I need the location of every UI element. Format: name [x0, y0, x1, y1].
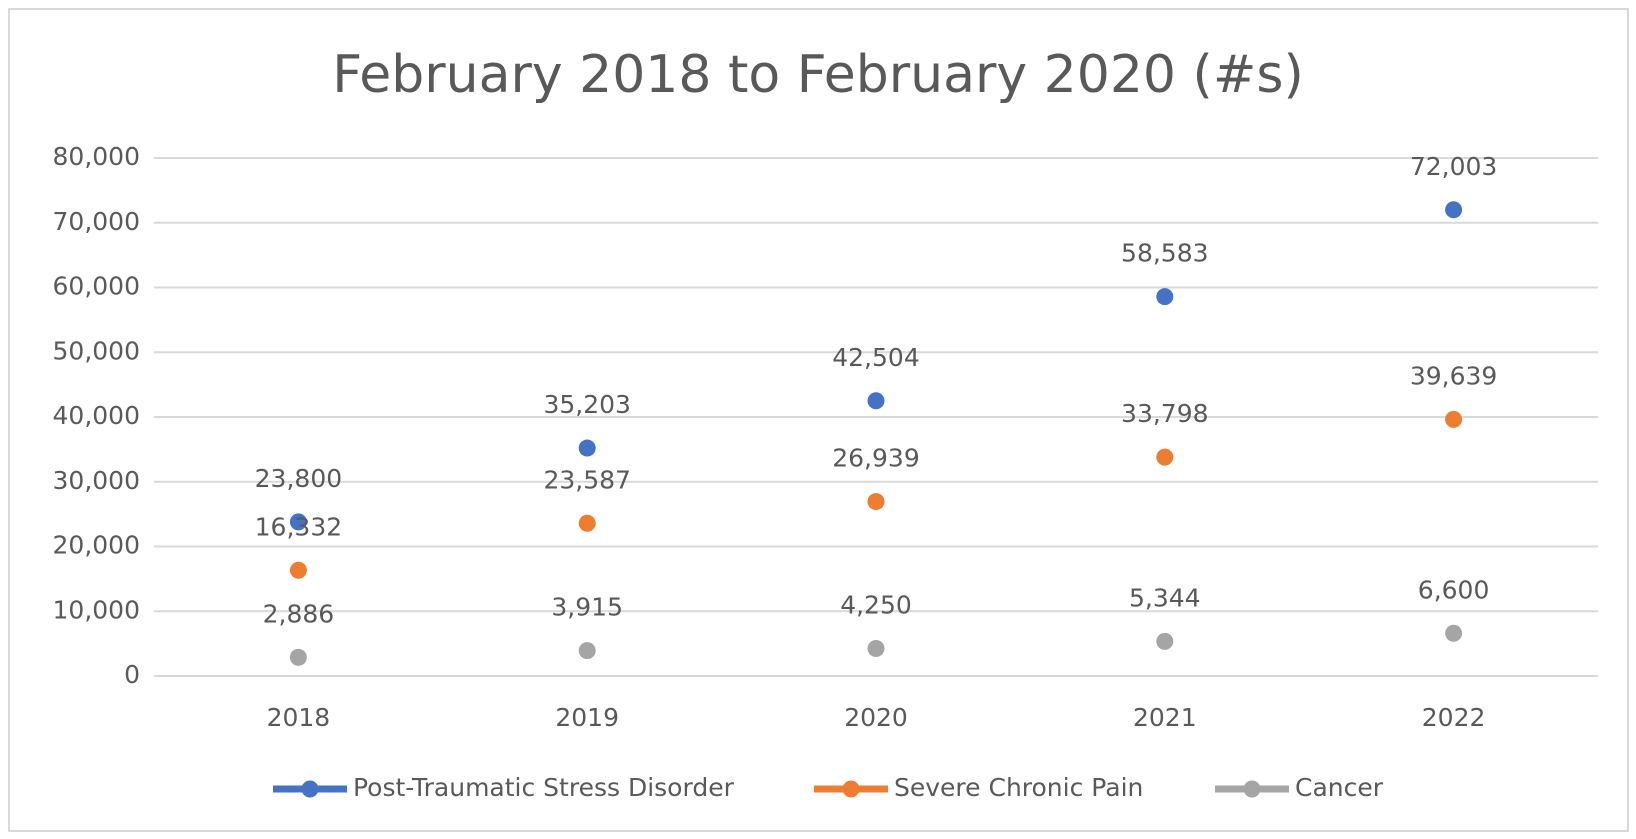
legend-marker — [1243, 780, 1261, 798]
y-tick-label: 80,000 — [53, 142, 140, 171]
data-label: 5,344 — [1129, 583, 1201, 612]
data-label: 26,939 — [832, 444, 919, 473]
data-label: 72,003 — [1410, 152, 1497, 181]
chart-title: February 2018 to February 2020 (#s) — [332, 45, 1304, 105]
point-marker — [1156, 288, 1174, 306]
y-tick-label: 20,000 — [53, 531, 140, 560]
data-label: 6,600 — [1418, 575, 1490, 604]
data-label: 2,886 — [263, 599, 335, 628]
point-marker — [867, 392, 885, 410]
legend-label: Cancer — [1295, 773, 1384, 802]
data-label: 39,639 — [1410, 361, 1497, 390]
data-label: 3,915 — [551, 593, 623, 622]
point-marker — [1156, 448, 1174, 466]
y-tick-label: 10,000 — [53, 595, 140, 624]
legend-marker — [842, 780, 860, 798]
point-marker — [867, 639, 885, 657]
y-tick-label: 30,000 — [53, 466, 140, 495]
point-marker — [289, 513, 307, 531]
data-label: 23,587 — [543, 465, 630, 494]
x-tick-label: 2022 — [1422, 703, 1486, 732]
legend-label: Post-Traumatic Stress Disorder — [353, 773, 735, 802]
data-label: 33,798 — [1121, 399, 1208, 428]
point-marker — [578, 439, 596, 457]
x-tick-label: 2021 — [1133, 703, 1197, 732]
point-marker — [578, 514, 596, 532]
data-label: 4,250 — [840, 590, 912, 619]
data-label: 58,583 — [1121, 239, 1208, 268]
point-marker — [1445, 201, 1463, 219]
point-marker — [867, 493, 885, 511]
y-tick-label: 40,000 — [53, 401, 140, 430]
x-tick-label: 2020 — [844, 703, 908, 732]
legend-marker — [301, 780, 319, 798]
legend-label: Severe Chronic Pain — [894, 773, 1143, 802]
y-tick-label: 0 — [124, 660, 140, 689]
y-tick-label: 50,000 — [53, 336, 140, 365]
point-marker — [289, 648, 307, 666]
y-tick-label: 60,000 — [53, 272, 140, 301]
x-tick-label: 2019 — [555, 703, 619, 732]
point-marker — [1445, 624, 1463, 642]
point-marker — [1445, 410, 1463, 428]
point-marker — [289, 561, 307, 579]
chart-border — [8, 8, 1629, 832]
point-marker — [578, 642, 596, 660]
x-tick-label: 2018 — [267, 703, 331, 732]
data-label: 42,504 — [832, 343, 919, 372]
data-label: 16,332 — [255, 512, 342, 541]
data-label: 35,203 — [543, 390, 630, 419]
data-label: 23,800 — [255, 464, 342, 493]
point-marker — [1156, 632, 1174, 650]
y-tick-label: 70,000 — [53, 207, 140, 236]
